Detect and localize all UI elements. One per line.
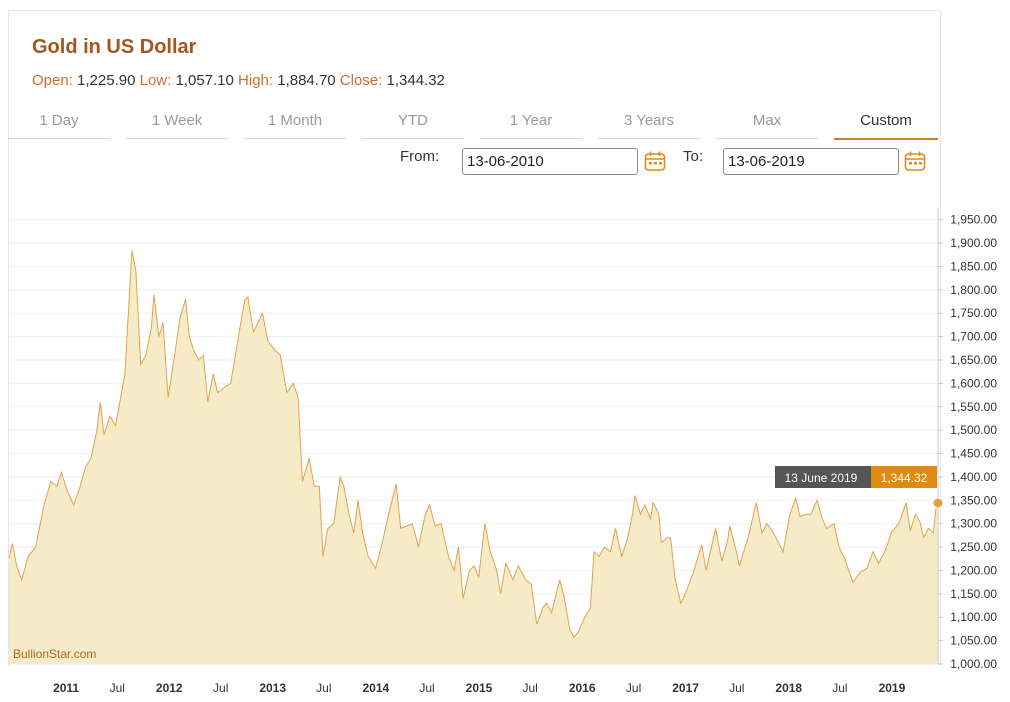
x-tick-label: 2018 <box>775 681 802 695</box>
tab-ytd[interactable]: YTD <box>362 110 464 139</box>
chart-tooltip: 13 June 2019 1,344.32 <box>775 466 937 488</box>
y-tick-label: 1,550.00 <box>950 400 997 414</box>
tab-custom[interactable]: Custom <box>834 110 938 140</box>
x-tick-label: Jul <box>110 681 125 695</box>
x-tick-label: 2014 <box>363 681 390 695</box>
tab-3-years[interactable]: 3 Years <box>598 110 700 139</box>
y-axis: 1,000.00 1,050.00 1,100.00 1,150.00 1,200.00… <box>937 208 997 671</box>
y-tick-label: 1,650.00 <box>950 353 997 367</box>
y-tick-label: 1,500.00 <box>950 423 997 437</box>
y-tick-label: 1,800.00 <box>950 283 997 297</box>
tab-max[interactable]: Max <box>716 110 818 139</box>
y-tick-label: 1,000.00 <box>950 657 997 671</box>
y-tick-label: 1,300.00 <box>950 517 997 531</box>
to-label: To: <box>683 148 704 165</box>
open-value: 1,225.90 <box>77 72 136 89</box>
y-tick-label: 1,200.00 <box>950 563 997 577</box>
x-tick-label: 2019 <box>879 681 906 695</box>
chart-title: Gold in US Dollar <box>32 36 197 58</box>
y-tick-label: 1,100.00 <box>950 610 997 624</box>
tooltip-date-bg <box>775 466 871 488</box>
x-tick-label: Jul <box>729 681 744 695</box>
x-tick-label: Jul <box>522 681 537 695</box>
x-tick-label: Jul <box>626 681 641 695</box>
x-tick-label: Jul <box>832 681 847 695</box>
high-value: 1,884.70 <box>277 72 336 89</box>
tab-1-day[interactable]: 1 Day <box>8 110 110 139</box>
close-label: Close: <box>339 72 383 89</box>
y-tick-label: 1,900.00 <box>950 236 997 250</box>
tab-1-week[interactable]: 1 Week <box>126 110 228 139</box>
tooltip-value-bg <box>871 466 937 488</box>
y-tick-label: 1,400.00 <box>950 470 997 484</box>
calendar-icon[interactable] <box>904 150 926 172</box>
y-tick-label: 1,050.00 <box>950 634 997 648</box>
y-tick-label: 1,450.00 <box>950 447 997 461</box>
low-value: 1,057.10 <box>175 72 234 89</box>
ohlc-summary: Open: 1,225.90 Low: 1,057.10 High: 1,884… <box>32 72 445 89</box>
y-tick-label: 1,250.00 <box>950 540 997 554</box>
tab-1-year[interactable]: 1 Year <box>480 110 582 139</box>
last-point-marker <box>932 497 944 509</box>
tooltip-value: 1,344.32 <box>881 471 928 485</box>
from-date-input[interactable] <box>462 148 638 175</box>
period-tabs: 1 Day 1 Week 1 Month YTD 1 Year 3 Years … <box>8 110 938 140</box>
x-tick-label: Jul <box>213 681 228 695</box>
y-tick-label: 1,150.00 <box>950 587 997 601</box>
y-tick-label: 1,950.00 <box>950 213 997 227</box>
x-axis: 2011 Jul 2012 Jul 2013 Jul 2014 Jul 2015 Jul 2016 J… <box>53 681 906 695</box>
x-tick-label: 2017 <box>672 681 699 695</box>
close-value: 1,344.32 <box>386 72 445 89</box>
tab-1-month[interactable]: 1 Month <box>244 110 346 139</box>
x-tick-label: 2016 <box>569 681 596 695</box>
watermark: BullionStar.com <box>13 647 96 661</box>
from-label: From: <box>400 148 440 165</box>
y-tick-label: 1,600.00 <box>950 376 997 390</box>
to-date-input[interactable] <box>723 148 899 175</box>
price-area <box>9 250 938 664</box>
x-tick-label: Jul <box>316 681 331 695</box>
calendar-icon[interactable] <box>644 150 666 172</box>
x-tick-label: 2015 <box>466 681 493 695</box>
y-tick-label: 1,850.00 <box>950 259 997 273</box>
high-label: High: <box>238 72 274 89</box>
x-tick-label: 2011 <box>53 681 79 695</box>
y-tick-label: 1,350.00 <box>950 493 997 507</box>
price-line <box>8 250 939 639</box>
low-label: Low: <box>139 72 172 89</box>
y-tick-label: 1,700.00 <box>950 330 997 344</box>
y-tick-label: 1,750.00 <box>950 306 997 320</box>
open-label: Open: <box>32 72 73 89</box>
x-tick-label: Jul <box>419 681 434 695</box>
x-tick-label: 2013 <box>259 681 286 695</box>
x-tick-label: 2012 <box>156 681 183 695</box>
tooltip-date: 13 June 2019 <box>785 471 858 485</box>
